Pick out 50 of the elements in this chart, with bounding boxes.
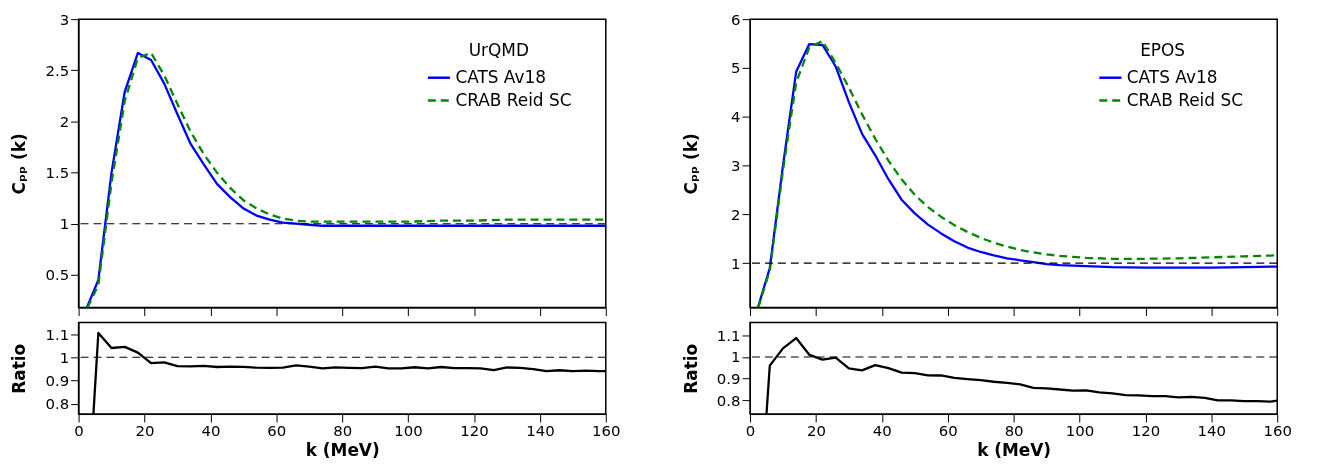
legend-label: CATS Av18 bbox=[1126, 66, 1218, 87]
legend-label: CRAB Reid SC bbox=[455, 89, 572, 110]
y-tick-label: 0.8 bbox=[45, 395, 70, 414]
y-tick-label: 1 bbox=[731, 254, 741, 273]
y-tick-label: 0.8 bbox=[716, 391, 741, 410]
x-tick-label: 160 bbox=[592, 422, 621, 441]
x-tick-label: 20 bbox=[135, 422, 155, 441]
y-tick-label: 2.5 bbox=[45, 61, 70, 80]
y-tick-label: 4 bbox=[731, 108, 741, 127]
y-tick-label: 6 bbox=[731, 10, 741, 29]
y-tick-label: 1 bbox=[59, 215, 70, 234]
legend-label: CRAB Reid SC bbox=[1126, 89, 1243, 110]
x-axis-title: k (MeV) bbox=[305, 440, 380, 461]
y-tick-label: 2 bbox=[731, 205, 741, 224]
annotation: EPOS bbox=[1140, 39, 1186, 60]
y-axis-title: Cₚₚ (k) bbox=[9, 133, 30, 195]
x-tick-label: 140 bbox=[526, 422, 555, 441]
x-tick-label: 0 bbox=[74, 422, 84, 441]
x-tick-label: 40 bbox=[201, 422, 221, 441]
y-tick-label: 3 bbox=[731, 157, 741, 176]
y-tick-label: 3 bbox=[59, 10, 70, 29]
annotation: UrQMD bbox=[468, 39, 529, 60]
x-tick-label: 40 bbox=[872, 422, 892, 441]
y-tick-label: 2 bbox=[59, 112, 70, 131]
y-axis-title: Ratio bbox=[9, 343, 30, 394]
x-tick-label: 120 bbox=[460, 422, 489, 441]
x-axis-title: k (MeV) bbox=[977, 440, 1052, 461]
x-tick-label: 120 bbox=[1131, 422, 1161, 441]
x-tick-label: 140 bbox=[1197, 422, 1227, 441]
y-tick-label: 1 bbox=[731, 348, 741, 367]
y-tick-label: 0.9 bbox=[45, 371, 70, 390]
x-tick-label: 60 bbox=[938, 422, 958, 441]
y-axis-title: Ratio bbox=[680, 343, 701, 394]
y-tick-label: 1.1 bbox=[716, 326, 741, 345]
y-tick-label: 0.9 bbox=[716, 369, 741, 388]
y-tick-label: 1.1 bbox=[45, 325, 70, 344]
x-tick-label: 20 bbox=[806, 422, 826, 441]
x-tick-label: 0 bbox=[745, 422, 756, 441]
y-tick-label: 1 bbox=[59, 348, 70, 367]
x-tick-label: 60 bbox=[267, 422, 287, 441]
legend-label: CATS Av18 bbox=[455, 66, 546, 87]
y-tick-label: 1.5 bbox=[45, 164, 70, 183]
x-tick-label: 100 bbox=[394, 422, 423, 441]
y-tick-label: 5 bbox=[731, 59, 741, 78]
x-tick-label: 160 bbox=[1263, 422, 1292, 441]
x-tick-label: 100 bbox=[1065, 422, 1095, 441]
x-tick-label: 80 bbox=[1004, 422, 1024, 441]
y-axis-title: Cₚₚ (k) bbox=[680, 133, 701, 195]
x-tick-label: 80 bbox=[333, 422, 353, 441]
y-tick-label: 0.5 bbox=[45, 266, 70, 285]
